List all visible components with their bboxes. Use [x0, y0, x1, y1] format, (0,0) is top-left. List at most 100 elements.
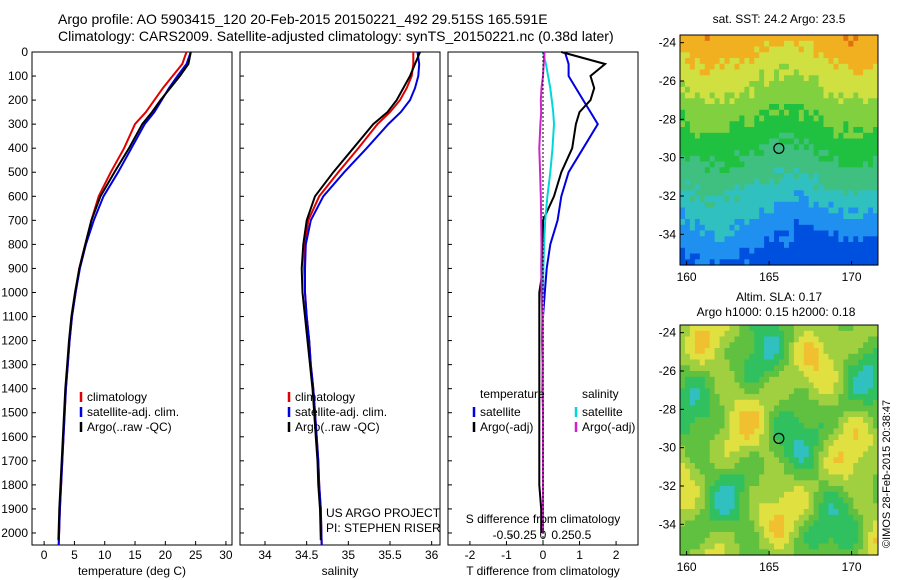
map-cell — [858, 342, 864, 349]
map-cell — [838, 40, 844, 48]
map-cell — [754, 537, 760, 545]
map-cell — [759, 127, 765, 134]
map-cell — [694, 520, 701, 527]
map-cell — [784, 155, 790, 163]
map-cell — [863, 399, 869, 407]
map-cell — [838, 503, 844, 510]
map-cell — [823, 382, 829, 389]
x-axis-label: salinity — [322, 564, 359, 578]
map-cell — [803, 388, 810, 395]
map-cell — [685, 468, 691, 476]
map-cell — [769, 58, 775, 65]
map-cell — [764, 35, 770, 42]
map-cell — [788, 69, 795, 76]
map-cell — [744, 342, 750, 349]
map-cell — [739, 411, 745, 418]
map-cell — [828, 121, 834, 128]
map-cell — [823, 144, 829, 151]
map-cell — [784, 132, 790, 140]
map-cell — [714, 104, 721, 111]
map-cell — [754, 497, 760, 504]
map-cell — [853, 81, 859, 88]
map-cell — [754, 359, 760, 366]
map-cell — [680, 434, 686, 441]
map-cell — [823, 184, 829, 191]
map-cell — [754, 109, 760, 117]
map-cell — [719, 104, 726, 111]
map-cell — [689, 115, 696, 122]
map-cell — [828, 167, 834, 174]
map-cell — [680, 196, 686, 203]
map-cell — [729, 543, 735, 550]
map-cell — [744, 224, 750, 232]
map-cell — [868, 40, 874, 48]
map-cell — [694, 69, 701, 76]
map-cell — [704, 184, 711, 191]
map-cell — [764, 445, 770, 453]
map-cell — [813, 336, 820, 343]
map-cell — [734, 155, 740, 163]
map-cell — [769, 428, 775, 435]
map-cell — [843, 388, 849, 395]
series-line-temperature-2 — [57, 51, 192, 541]
map-cell — [749, 236, 755, 243]
map-cell — [798, 207, 805, 214]
map-cell — [685, 155, 691, 163]
map-cell — [863, 98, 869, 105]
map-cell — [818, 371, 825, 378]
map-cell — [848, 161, 854, 168]
map-cell — [833, 161, 839, 168]
map-cell — [788, 127, 795, 134]
map-cell — [734, 92, 740, 99]
map-cell — [729, 213, 735, 220]
map-cell — [873, 127, 879, 134]
map-cell — [774, 219, 780, 226]
map-cell — [714, 127, 721, 134]
map-cell — [744, 514, 750, 522]
map-cell — [694, 468, 701, 476]
map-cell — [744, 336, 750, 343]
map-cell — [843, 336, 849, 343]
map-cell — [813, 81, 820, 88]
map-cell — [823, 342, 829, 349]
map-cell — [734, 161, 740, 168]
map-cell — [749, 526, 755, 533]
map-cell — [754, 138, 760, 145]
map-cell — [793, 486, 800, 493]
map-cell — [709, 161, 716, 168]
map-cell — [699, 549, 706, 556]
x-tick-label: 35.5 — [378, 548, 402, 562]
map-cell — [744, 178, 750, 186]
map-cell — [793, 382, 800, 389]
map-cell — [843, 230, 849, 237]
map-cell — [719, 388, 726, 395]
map-cell — [769, 422, 775, 430]
map-cell — [724, 259, 730, 266]
x-tick-label: 36 — [425, 548, 439, 562]
map-cell — [764, 58, 770, 65]
map-cell — [685, 46, 691, 53]
map-cell — [788, 35, 795, 42]
map-cell — [808, 520, 815, 527]
map-cell — [823, 150, 829, 157]
depth-tick-label: 300 — [8, 117, 28, 131]
map-cell — [694, 463, 701, 470]
map-cell — [734, 109, 740, 117]
map-cell — [699, 526, 706, 533]
map-cell — [694, 445, 701, 453]
map-cell — [833, 336, 839, 343]
map-cell — [823, 376, 829, 384]
lon-tick-label: 160 — [677, 270, 697, 284]
map-cell — [793, 247, 800, 255]
map-cell — [709, 353, 716, 361]
map-cell — [739, 155, 745, 163]
map-cell — [749, 207, 755, 214]
map-cell — [838, 104, 844, 111]
map-cell — [779, 503, 785, 510]
map-cell — [873, 497, 879, 504]
map-cell — [734, 253, 740, 260]
map-cell — [734, 376, 740, 384]
map-cell — [699, 376, 706, 384]
map-cell — [843, 104, 849, 111]
map-cell — [828, 98, 834, 105]
